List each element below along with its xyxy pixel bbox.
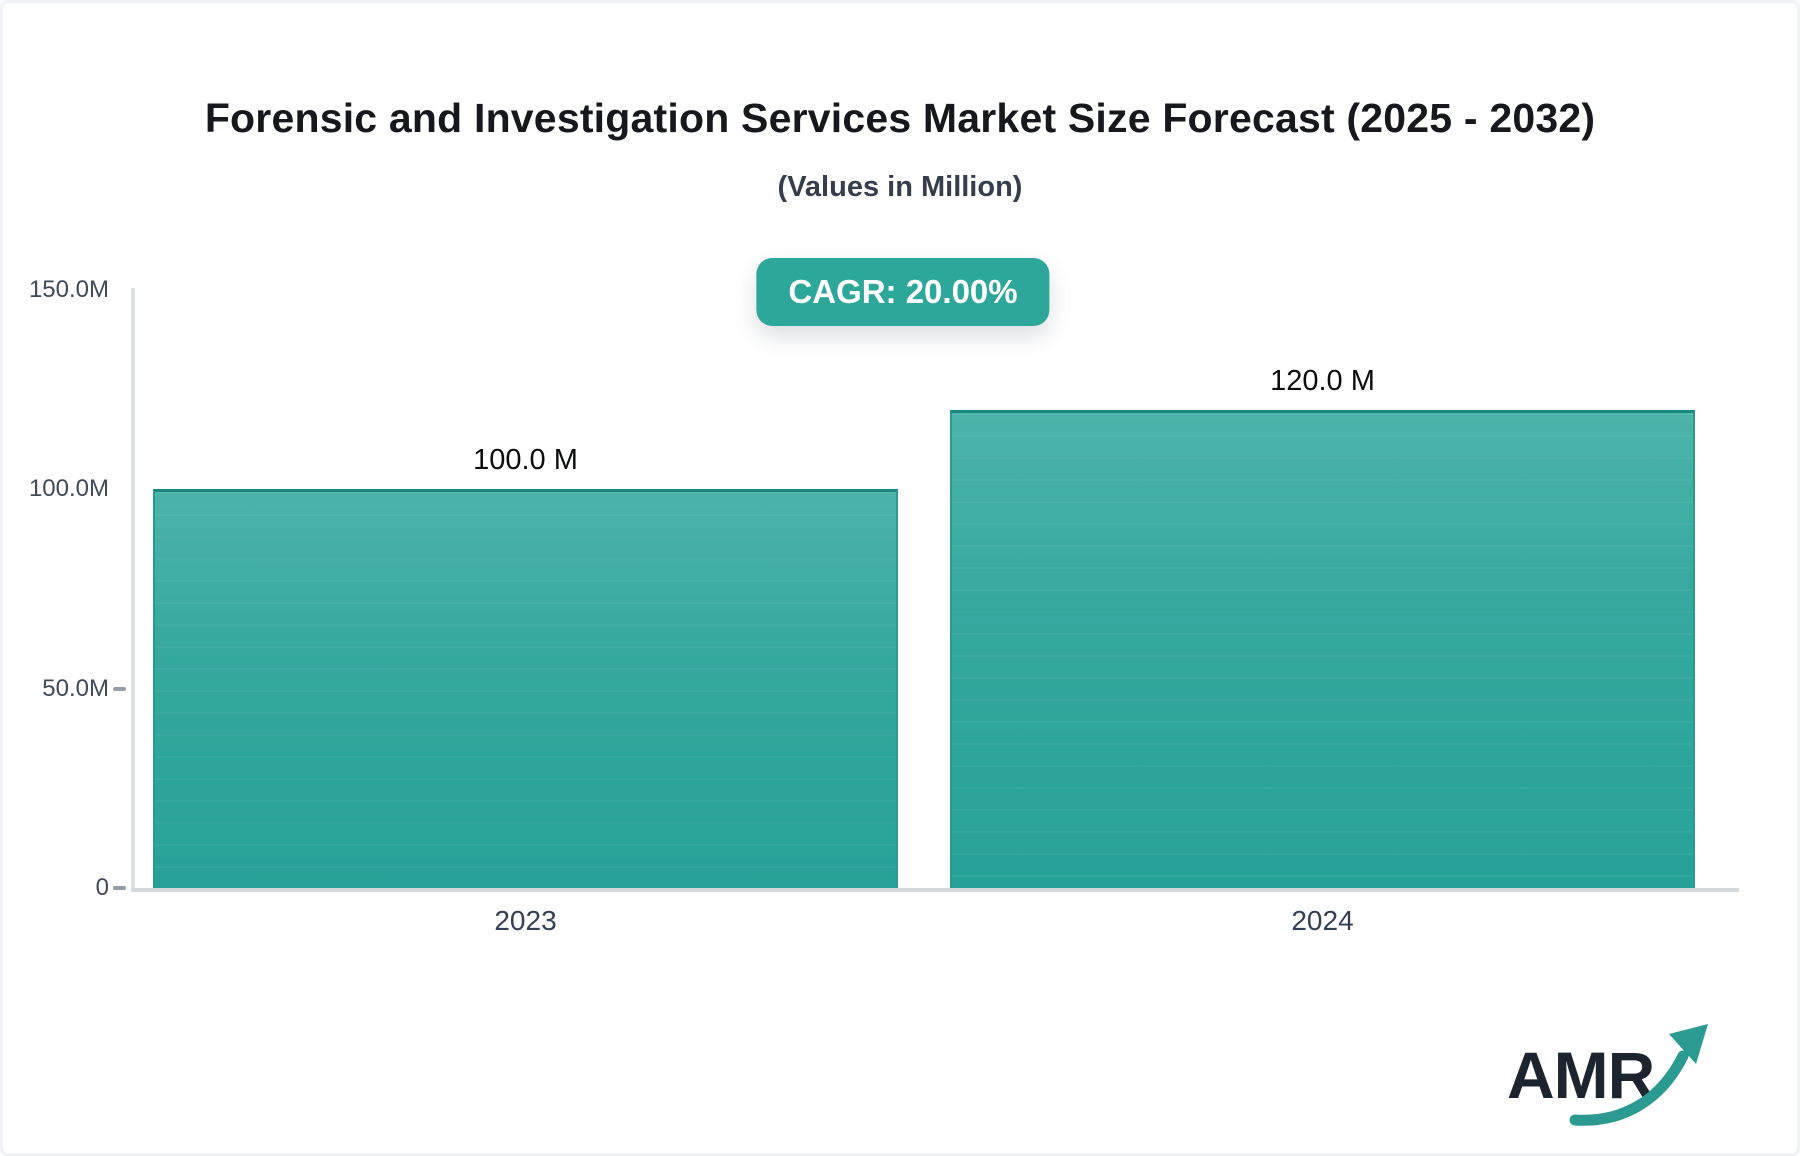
- bar-2024[interactable]: [950, 409, 1695, 889]
- y-tick-label: 50.0M: [42, 674, 109, 702]
- x-axis-line: [131, 888, 1739, 892]
- trend-up-arrow-icon: [1569, 1024, 1708, 1126]
- y-tick-label: 0: [95, 874, 109, 901]
- cagr-badge: CAGR: 20.00%: [756, 258, 1050, 326]
- y-tick-label: 100.0M: [28, 475, 109, 503]
- x-category-label: 2023: [494, 905, 557, 936]
- y-tick-label: 150.0M: [28, 276, 109, 303]
- y-tick-mark: [113, 886, 126, 890]
- bar-value-label: 120.0 M: [1270, 364, 1375, 397]
- chart-subtitle: (Values in Million): [777, 171, 1023, 203]
- y-tick-mark: [113, 686, 126, 691]
- amr-logo-text: AMR: [1507, 1038, 1655, 1112]
- amr-logo: AMR: [1507, 1024, 1708, 1126]
- bar-2023[interactable]: [153, 489, 898, 888]
- chart-title: Forensic and Investigation Services Mark…: [204, 95, 1596, 141]
- bar-value-label: 100.0 M: [473, 444, 578, 477]
- y-axis-line: [131, 288, 135, 892]
- x-category-label: 2024: [1291, 905, 1354, 936]
